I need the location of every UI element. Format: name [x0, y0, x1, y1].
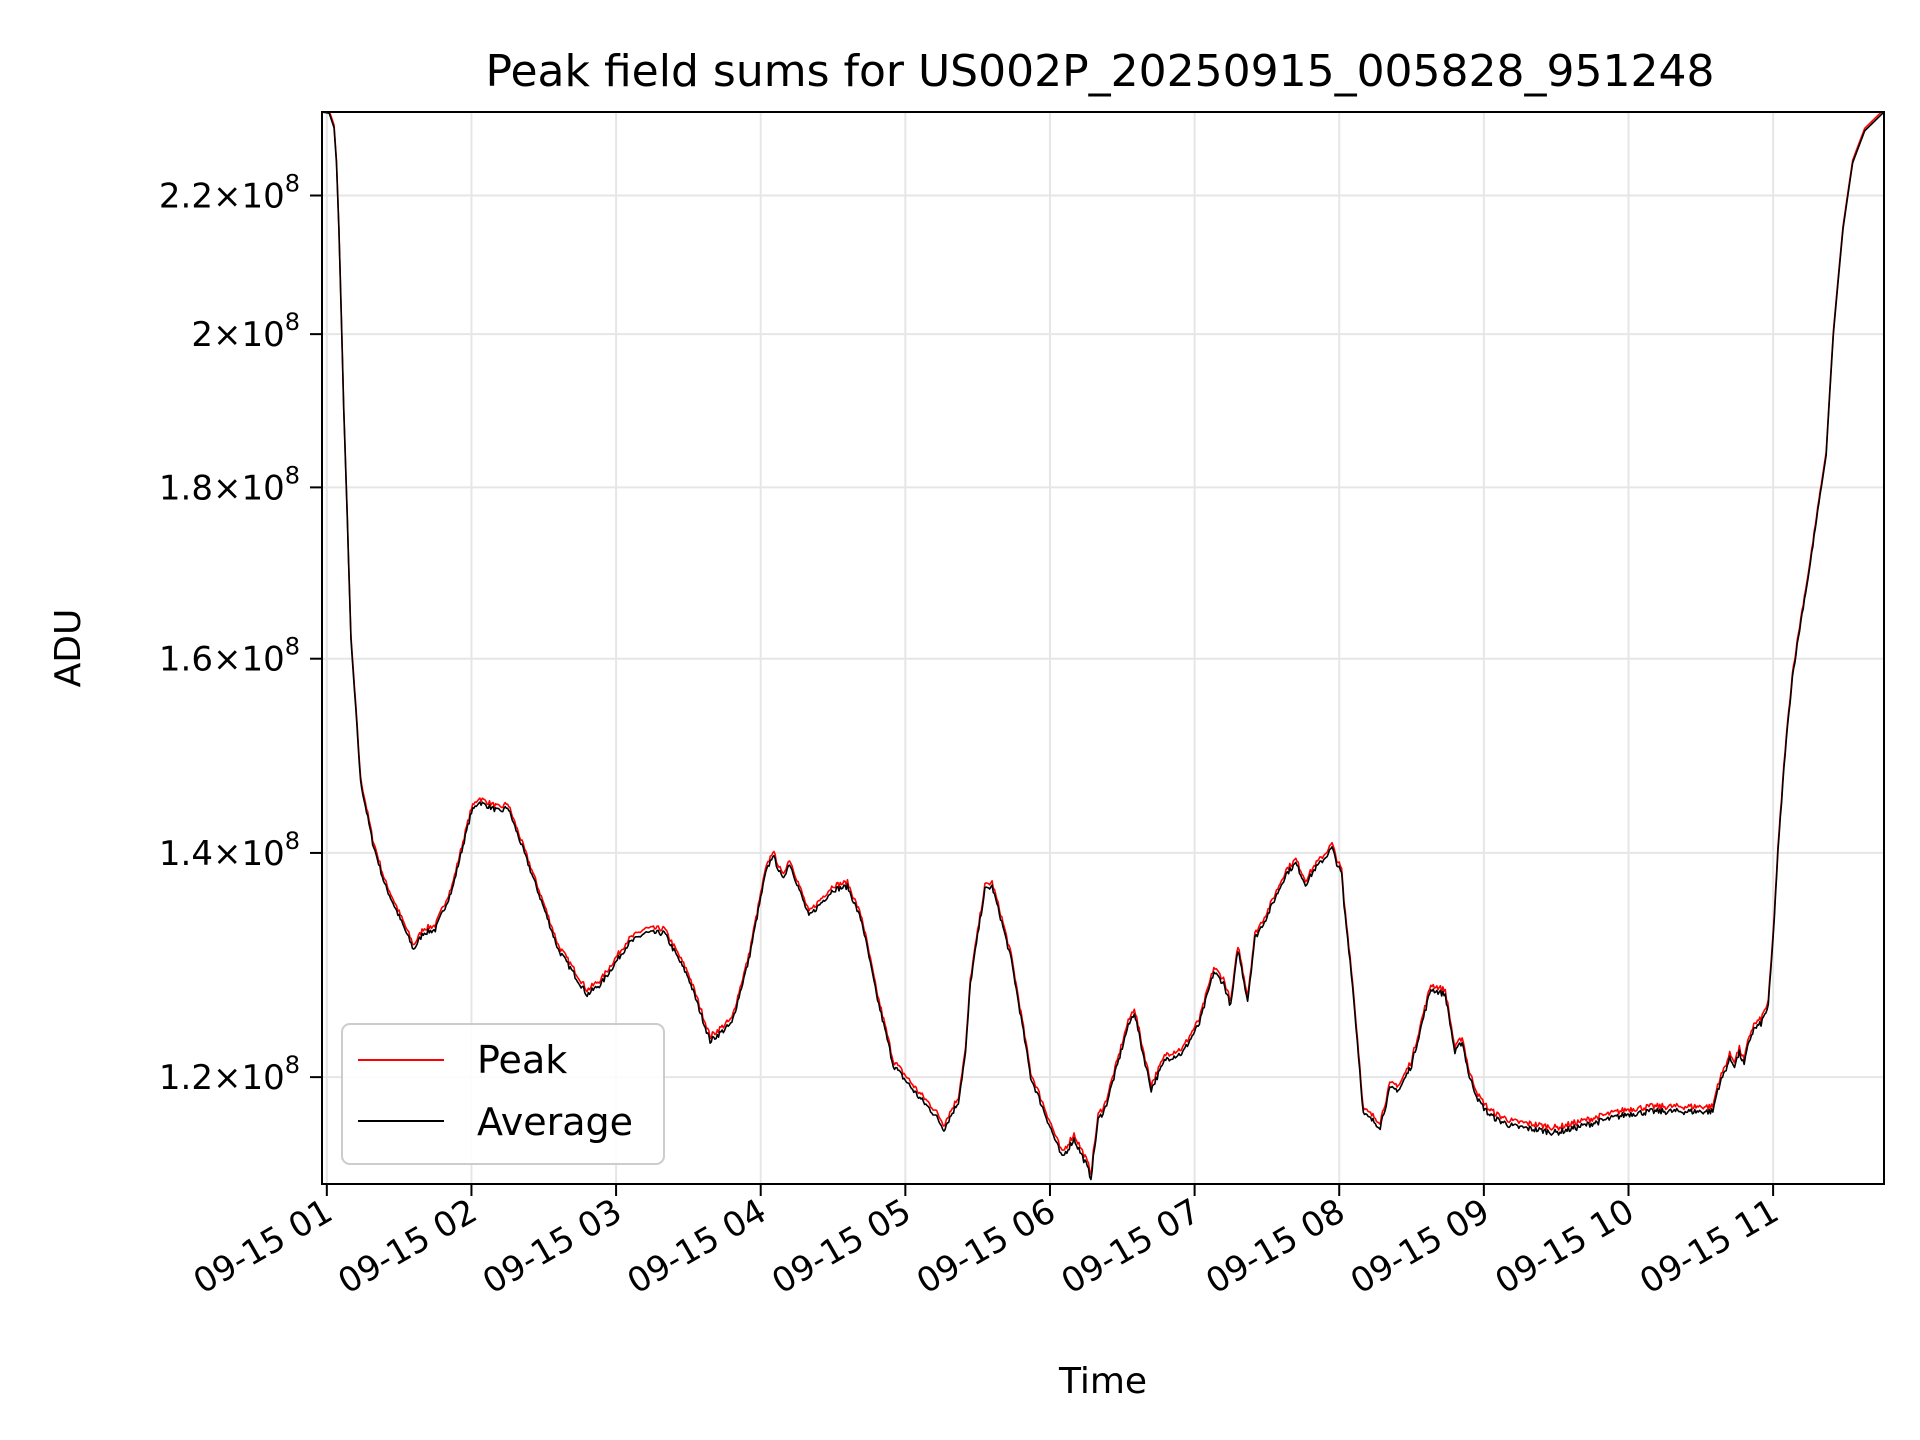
y-tick-label: 1.8×108: [159, 461, 300, 508]
y-tick-exponent: 8: [285, 461, 300, 489]
y-tick-exponent: 8: [285, 827, 300, 855]
plot-frame: [321, 111, 1885, 1185]
y-tick-mantissa: 1.6×10: [159, 640, 285, 680]
y-gridlines: [322, 194, 1884, 1079]
y-tick-label: 2×108: [191, 308, 300, 355]
y-axis-title: ADU: [48, 609, 89, 688]
y-tick-label: 2.2×108: [159, 170, 300, 217]
y-tick-exponent: 8: [285, 1051, 300, 1079]
series-line-peak: [322, 111, 1884, 1176]
y-tick-label: 1.6×108: [159, 633, 300, 680]
y-tick-exponent: 8: [285, 170, 300, 198]
legend: Peak Average: [341, 1023, 665, 1165]
y-tick-mantissa: 1.8×10: [159, 468, 285, 508]
legend-peak-label: Peak: [477, 1038, 567, 1082]
y-tick-mantissa: 1.2×10: [159, 1058, 285, 1098]
y-tick-mantissa: 2.2×10: [159, 177, 285, 217]
y-tick-exponent: 8: [285, 633, 300, 661]
legend-average-label: Average: [477, 1100, 633, 1144]
y-tick-exponent: 8: [285, 308, 300, 336]
chart-title: Peak field sums for US002P_20250915_0058…: [486, 46, 1715, 97]
series-layer: [321, 111, 1885, 1181]
series-line-average: [321, 111, 1885, 1181]
x-axis-title: Time: [1058, 1361, 1147, 1402]
y-tick-label: 1.4×108: [159, 827, 300, 874]
y-tick-label: 1.2×108: [159, 1051, 300, 1098]
y-tick-mantissa: 1.4×10: [159, 834, 285, 874]
x-gridlines: [325, 112, 1775, 1184]
y-tick-mantissa: 2×10: [191, 315, 284, 355]
